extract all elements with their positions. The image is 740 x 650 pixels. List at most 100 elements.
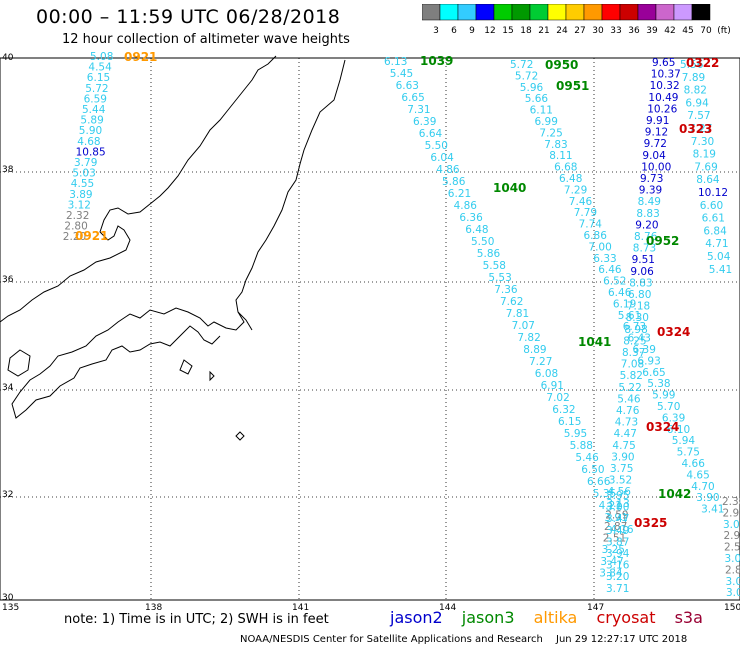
lon-labels: 135 138 141 144 147 150	[2, 603, 740, 613]
wave-height-value: 6.48	[559, 173, 582, 185]
wave-height-value: 6.91	[541, 380, 564, 392]
wave-height-value: 6.32	[552, 404, 575, 416]
wave-height-value: 3.89	[69, 189, 92, 201]
legend-jason2: jason2	[390, 608, 443, 627]
wave-height-value: 3.06	[726, 576, 740, 588]
lat-labels: 40 38 36 34 32 30	[2, 53, 14, 603]
wave-height-value: 4.56	[608, 486, 632, 498]
wave-height-value: 8.49	[638, 196, 661, 208]
lat-label: 40	[2, 53, 14, 63]
wave-height-value: 5.22	[618, 382, 641, 394]
wave-height-value: 5.82	[620, 370, 643, 382]
wave-height-value: 8.98	[624, 324, 647, 336]
wave-height-value: 3.90	[611, 451, 634, 463]
wave-height-value: 2.99	[724, 530, 740, 542]
wave-height-value: 2.20	[63, 231, 86, 243]
scale-label: 15	[502, 26, 513, 36]
scale-label: 36	[628, 26, 640, 36]
wave-height-value: 9.39	[639, 185, 662, 197]
wave-height-value: 6.63	[396, 80, 419, 92]
wave-height-value: 6.65	[642, 367, 665, 379]
scale-swatch	[547, 4, 567, 21]
wave-height-value: 3.75	[610, 463, 633, 475]
wave-height-value: 7.57	[687, 110, 710, 122]
scale-swatch	[529, 4, 549, 21]
lon-label: 135	[2, 603, 19, 613]
wave-height-value: 4.71	[705, 238, 728, 250]
wave-height-values: 5.084.546.155.726.595.445.895.904.6810.8…	[63, 51, 740, 599]
wave-height-value: 9.12	[645, 127, 668, 139]
wave-height-value: 6.52	[603, 276, 626, 288]
map-frame	[0, 57, 740, 601]
chart-title: 00:00 – 11:59 UTC 06/28/2018	[36, 6, 341, 28]
wave-height-value: 4.68	[77, 136, 100, 148]
wave-height-value: 4.76	[616, 405, 640, 417]
lon-label: 144	[439, 603, 456, 613]
wave-height-value: 2.51	[603, 533, 626, 545]
wave-height-value: 4.65	[686, 469, 709, 481]
pass-label-0952: 0952	[646, 234, 679, 248]
wave-height-value: 7.89	[682, 72, 705, 84]
wave-height-value: 4.47	[614, 428, 637, 440]
pass-label-0324-south: 0324	[646, 420, 679, 434]
wave-height-value: 8.11	[549, 150, 572, 162]
wave-height-value: 2.32	[66, 210, 89, 222]
scale-label: 6	[451, 26, 457, 36]
wave-height-value: 6.46	[598, 264, 622, 276]
scale-label: 9	[469, 26, 475, 36]
wave-height-value: 6.39	[413, 116, 436, 128]
scale-label: 27	[574, 26, 585, 36]
wave-height-value: 5.86	[442, 176, 466, 188]
wave-height-value: 7.69	[694, 161, 717, 173]
lat-label: 30	[2, 593, 14, 603]
wave-height-value: 9.65	[652, 57, 675, 69]
pass-labels: 0921 0921 1039 1040 0950 0951 0952 1041 …	[75, 50, 719, 530]
wave-height-value: 4.73	[615, 417, 638, 429]
wave-height-value: 7.31	[407, 104, 430, 116]
wave-height-value: 4.66	[682, 458, 706, 470]
wave-height-value: 6.15	[87, 72, 110, 84]
wave-height-value: 5.35	[593, 488, 616, 500]
wave-height-value: 7.00	[588, 241, 611, 253]
wave-height-value: 6.94	[685, 97, 709, 109]
lon-label: 138	[145, 603, 162, 613]
wave-height-value: 5.50	[471, 236, 494, 248]
wave-height-value: 6.33	[593, 253, 616, 265]
wave-height-value: 5.03	[72, 168, 95, 180]
wave-height-value: 4.55	[71, 178, 94, 190]
wave-height-value: 7.79	[574, 207, 597, 219]
wave-height-value: 8.89	[523, 344, 546, 356]
wave-height-value: 6.39	[633, 344, 656, 356]
wave-height-value: 3.94	[606, 548, 630, 560]
wave-height-value: 6.04	[430, 152, 454, 164]
wave-height-value: 9.06	[630, 266, 654, 278]
wave-height-value: 5.72	[510, 59, 533, 71]
wave-height-value: 7.46	[569, 196, 593, 208]
pass-label-0950: 0950	[545, 58, 578, 72]
wave-height-value: 3.71	[606, 583, 629, 595]
wave-height-value: 10.37	[651, 69, 681, 81]
legend-s3a: s3a	[674, 608, 703, 627]
chart-subtitle: 12 hour collection of altimeter wave hei…	[62, 32, 350, 47]
wave-height-value: 7.83	[544, 139, 567, 151]
wave-height-value: 8.19	[693, 149, 716, 161]
scale-swatch	[565, 4, 585, 21]
wave-height-value: 3.25	[602, 544, 625, 556]
wave-height-value: 3.16	[606, 560, 630, 572]
scale-swatch	[619, 4, 639, 21]
wave-height-value: 10.12	[698, 187, 728, 199]
scale-swatch	[457, 4, 477, 21]
lat-label: 36	[2, 275, 14, 285]
wave-height-value: 6.84	[703, 225, 727, 237]
wave-height-value: 5.70	[657, 401, 680, 413]
scale-label: 12	[484, 26, 495, 36]
wave-height-value: 9.04	[642, 150, 666, 162]
wave-height-value: 7.36	[494, 284, 518, 296]
footer-note: note: 1) Time is in UTC; 2) SWH is in fe…	[64, 612, 329, 627]
wave-height-value: 6.68	[554, 162, 577, 174]
wave-height-color-scale: 3 6 9 12 15 18 21 24 27 30 33 36 39 42 45 70 (ft)	[422, 4, 731, 36]
wave-height-value: 6.66	[587, 476, 611, 488]
scale-label: 24	[556, 26, 568, 36]
wave-height-value: 3.12	[68, 199, 91, 211]
